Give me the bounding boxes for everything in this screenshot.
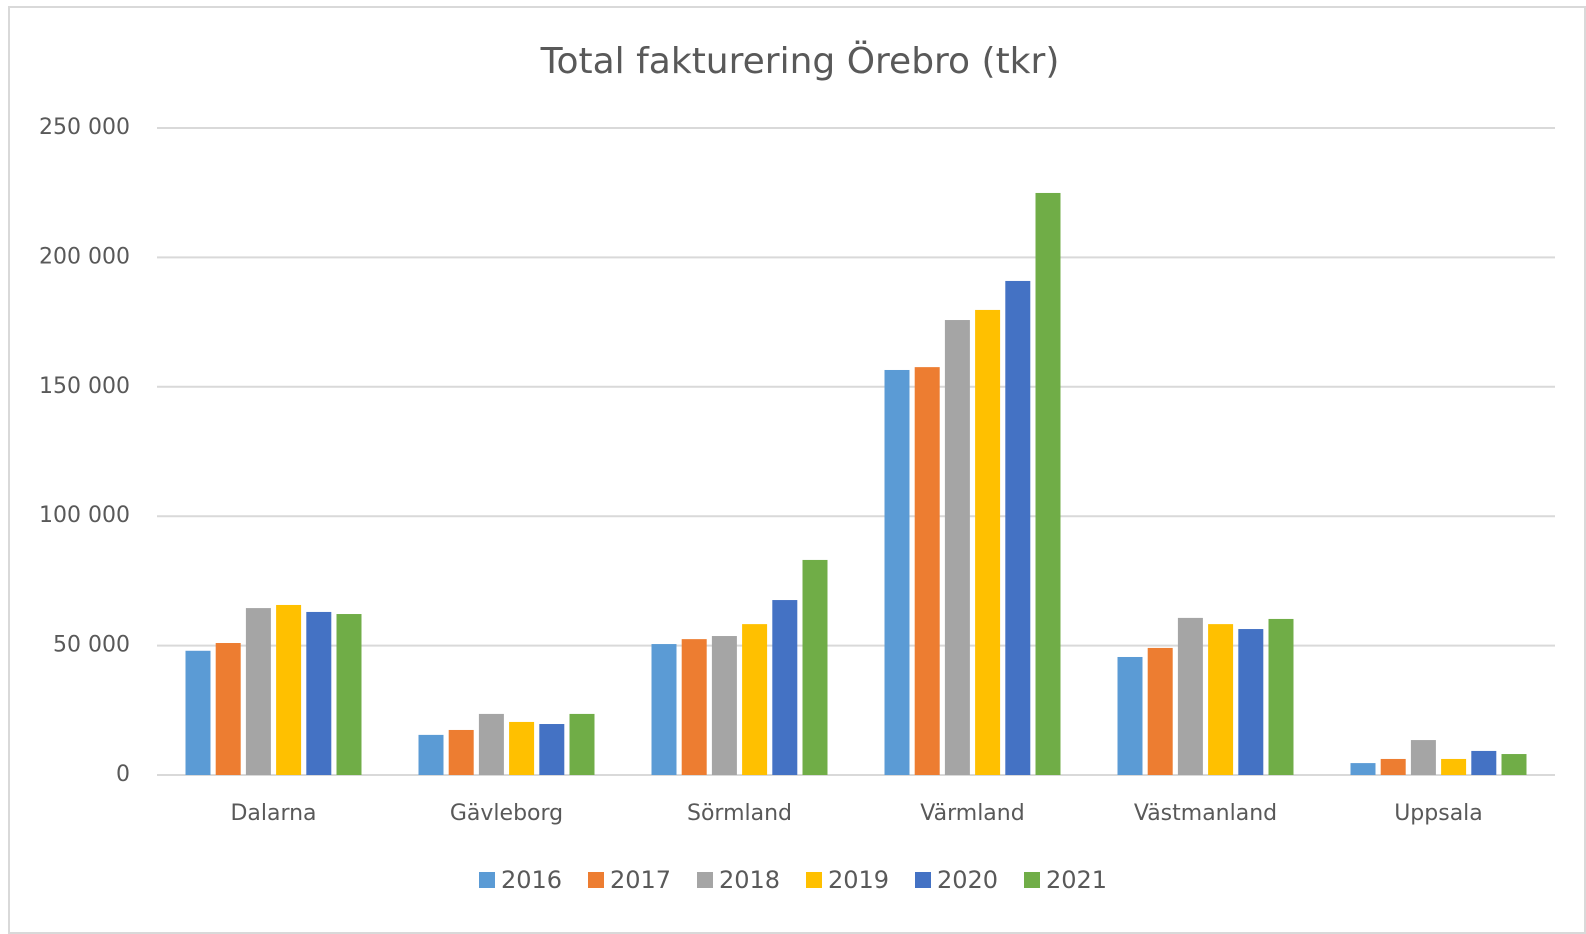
bar bbox=[944, 320, 970, 775]
bar bbox=[742, 624, 768, 775]
bar bbox=[651, 644, 677, 775]
legend-label: 2019 bbox=[828, 866, 889, 894]
legend-label: 2018 bbox=[719, 866, 780, 894]
bar bbox=[1410, 740, 1436, 775]
legend-label: 2016 bbox=[501, 866, 562, 894]
bar bbox=[1208, 624, 1234, 775]
y-tick-label: 0 bbox=[116, 762, 130, 787]
bar bbox=[681, 639, 707, 775]
bar bbox=[1238, 629, 1264, 775]
bar bbox=[185, 650, 211, 775]
legend-swatch bbox=[915, 872, 931, 888]
bar bbox=[1147, 647, 1173, 775]
y-tick-label: 150 000 bbox=[39, 374, 130, 399]
legend-label: 2021 bbox=[1046, 866, 1107, 894]
bar bbox=[802, 559, 828, 775]
legend-label: 2017 bbox=[610, 866, 671, 894]
legend-swatch bbox=[1024, 872, 1040, 888]
legend-swatch bbox=[479, 872, 495, 888]
legend-swatch bbox=[697, 872, 713, 888]
bar bbox=[975, 309, 1001, 775]
bar bbox=[711, 636, 737, 775]
bar bbox=[1177, 617, 1203, 775]
legend-label: 2020 bbox=[937, 866, 998, 894]
x-tick-label: Uppsala bbox=[1394, 801, 1483, 826]
bar bbox=[914, 367, 940, 775]
legend-swatch bbox=[806, 872, 822, 888]
y-tick-label: 250 000 bbox=[39, 115, 130, 140]
bar bbox=[1350, 763, 1376, 775]
bar bbox=[448, 729, 474, 775]
bar bbox=[1380, 758, 1406, 775]
bar bbox=[276, 604, 302, 775]
bar bbox=[539, 724, 565, 775]
bar bbox=[1035, 192, 1061, 775]
bar bbox=[1471, 750, 1497, 775]
x-tick-label: Dalarna bbox=[230, 801, 316, 826]
y-tick-label: 200 000 bbox=[39, 244, 130, 269]
bar bbox=[509, 721, 535, 775]
bar bbox=[884, 369, 910, 775]
y-tick-label: 50 000 bbox=[53, 633, 130, 658]
bar bbox=[1005, 280, 1031, 775]
chart-title: Total fakturering Örebro (tkr) bbox=[540, 40, 1060, 82]
x-tick-label: Västmanland bbox=[1134, 801, 1277, 826]
y-tick-label: 100 000 bbox=[39, 503, 130, 528]
x-tick-label: Gävleborg bbox=[450, 801, 563, 826]
bar bbox=[336, 614, 362, 775]
bar bbox=[245, 608, 271, 775]
legend-swatch bbox=[588, 872, 604, 888]
bar bbox=[569, 713, 595, 775]
chart-border bbox=[8, 6, 1586, 934]
bar bbox=[1441, 758, 1467, 775]
x-tick-label: Värmland bbox=[920, 801, 1024, 826]
bar bbox=[418, 734, 444, 775]
bar bbox=[1117, 656, 1143, 775]
x-tick-label: Sörmland bbox=[687, 801, 792, 826]
bar bbox=[478, 713, 504, 775]
bar bbox=[1501, 754, 1527, 775]
bar bbox=[215, 643, 241, 775]
bar bbox=[306, 611, 332, 775]
bar bbox=[772, 600, 798, 775]
bar bbox=[1268, 618, 1294, 775]
